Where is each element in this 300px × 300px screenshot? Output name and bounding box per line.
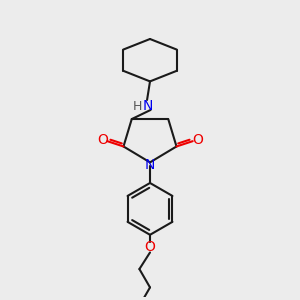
- Text: O: O: [192, 133, 203, 147]
- Text: N: N: [145, 158, 155, 172]
- Text: O: O: [145, 240, 155, 254]
- Text: N: N: [143, 99, 153, 113]
- Text: H: H: [133, 100, 142, 113]
- Text: O: O: [97, 133, 108, 147]
